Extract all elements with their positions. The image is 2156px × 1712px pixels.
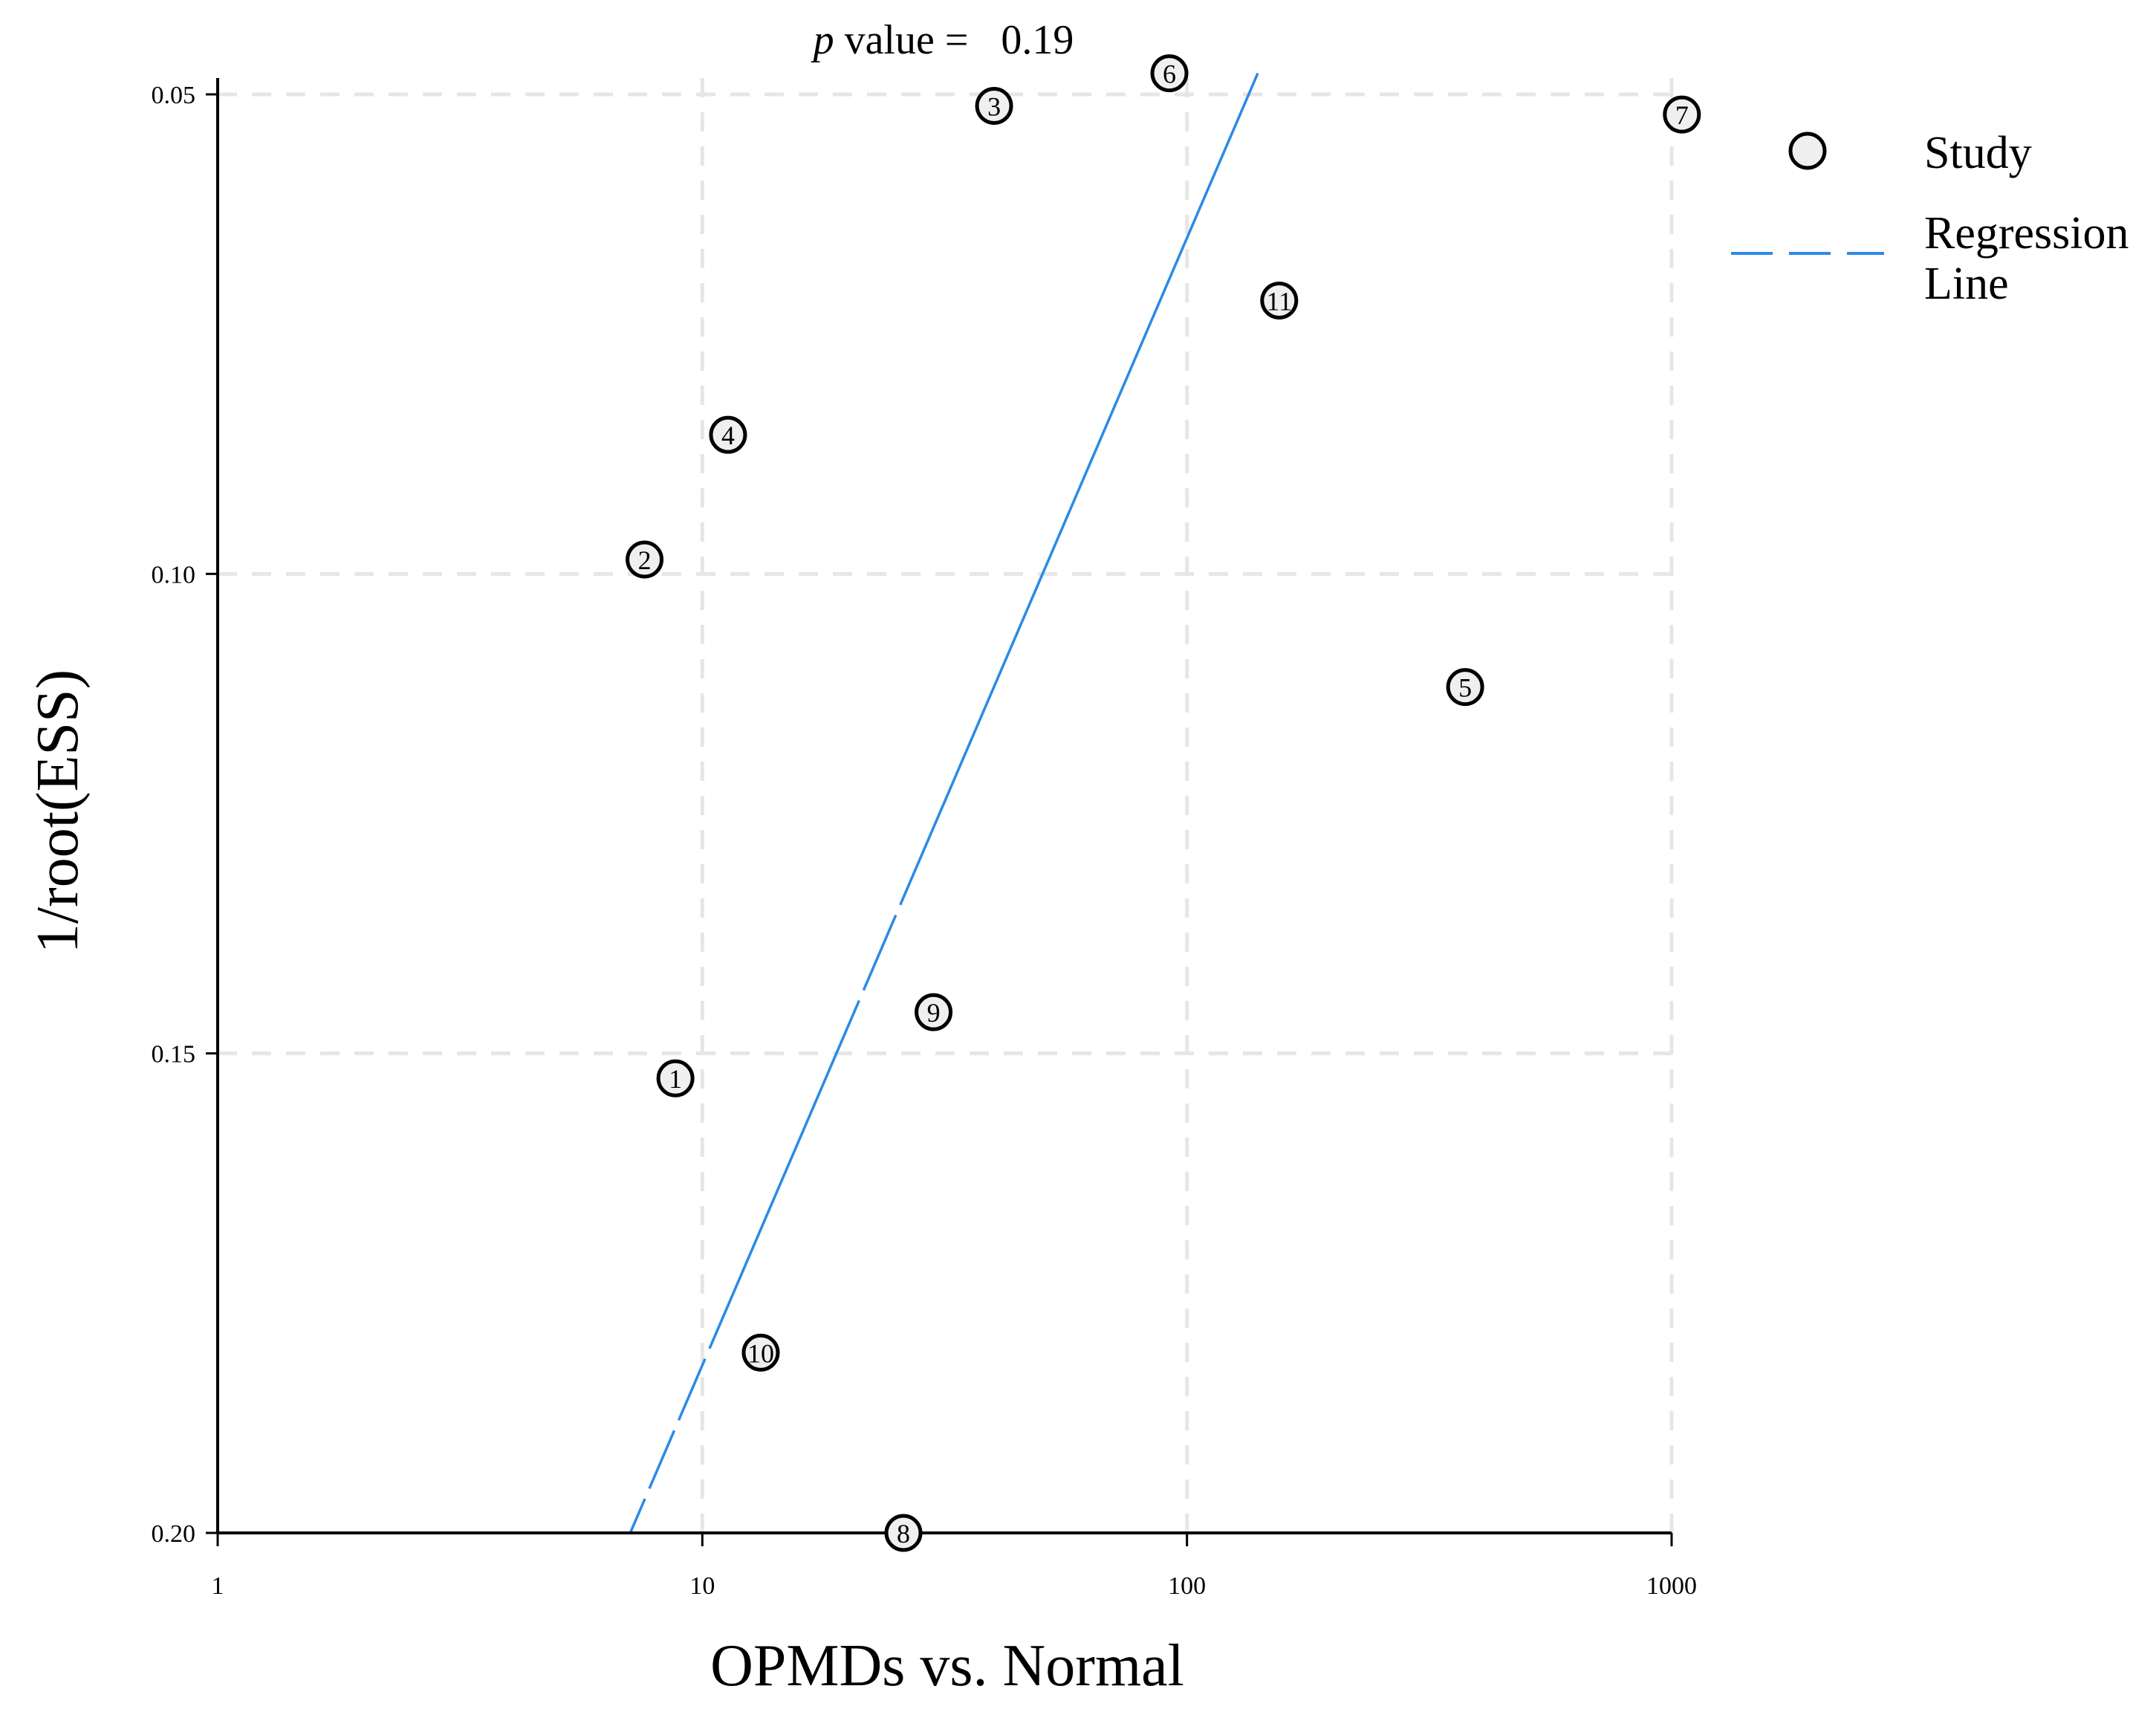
study-label: 2 xyxy=(638,545,652,575)
x-tick-label: 100 xyxy=(1168,1572,1206,1600)
study-marker xyxy=(975,86,1013,125)
study-point-2: 2 xyxy=(626,540,664,579)
x-axis-title: OPMDs vs. Normal xyxy=(710,1633,1184,1699)
grid-layer xyxy=(218,78,1674,1533)
study-marker xyxy=(626,540,664,579)
legend-study-marker xyxy=(1788,132,1827,170)
y-tick-label: 0.10 xyxy=(152,561,196,588)
study-point-11: 11 xyxy=(1260,281,1299,320)
y-tick-label: 0.20 xyxy=(152,1520,196,1548)
x-tick-label: 1 xyxy=(212,1572,224,1600)
y-tick-label: 0.05 xyxy=(152,82,196,109)
study-point-5: 5 xyxy=(1446,668,1484,707)
study-label: 10 xyxy=(747,1338,774,1368)
study-point-3: 3 xyxy=(975,86,1013,125)
study-point-1: 1 xyxy=(656,1059,695,1097)
study-point-9: 9 xyxy=(915,993,953,1031)
x-tick-label: 10 xyxy=(689,1572,715,1600)
study-marker xyxy=(1446,668,1484,707)
y-axis-title: 1/root(ESS) xyxy=(25,669,91,953)
study-marker xyxy=(915,993,953,1031)
study-label: 4 xyxy=(721,421,735,450)
study-point-7: 7 xyxy=(1663,95,1701,134)
study-marker xyxy=(1260,281,1299,320)
regression-line-segment xyxy=(899,72,1259,906)
legend: Study Regression Line xyxy=(1731,128,2129,309)
study-marker xyxy=(1150,54,1189,93)
legend-regression-label-line2: Line xyxy=(1924,259,2009,309)
study-label: 7 xyxy=(1675,100,1689,130)
study-label: 6 xyxy=(1163,59,1176,89)
study-marker xyxy=(709,415,747,454)
study-label: 11 xyxy=(1266,286,1292,316)
study-label: 8 xyxy=(897,1519,910,1549)
study-marker xyxy=(1663,95,1701,134)
study-label: 5 xyxy=(1458,673,1472,703)
p-value-annotation: p value = 0.19 xyxy=(811,17,1074,63)
x-tick-label: 1000 xyxy=(1646,1572,1697,1600)
points-layer: 1 2 3 4 5 6 7 8 9 10 11 xyxy=(626,54,1701,1552)
study-marker xyxy=(884,1514,923,1552)
study-point-4: 4 xyxy=(709,415,747,454)
regression-line-segment xyxy=(862,914,897,991)
regression-layer xyxy=(629,72,1259,1534)
study-marker xyxy=(741,1333,780,1372)
study-point-8: 8 xyxy=(884,1514,923,1552)
regression-line-segment xyxy=(648,1430,676,1489)
regression-line-segment xyxy=(677,1358,707,1421)
study-label: 9 xyxy=(927,998,941,1028)
regression-line-segment xyxy=(629,1498,646,1534)
legend-study-label: Study xyxy=(1924,128,2032,178)
y-tick-label: 0.15 xyxy=(152,1041,196,1069)
regression-line-segment xyxy=(708,999,861,1349)
axes-layer: 0.05 0.10 0.15 0.20 1 10 100 1000 xyxy=(152,78,1697,1600)
study-point-6: 6 xyxy=(1150,54,1189,93)
study-marker xyxy=(656,1059,695,1097)
legend-regression-label: Regression xyxy=(1924,208,2129,259)
study-point-10: 10 xyxy=(741,1333,780,1372)
study-label: 3 xyxy=(987,91,1001,121)
study-label: 1 xyxy=(669,1064,682,1094)
